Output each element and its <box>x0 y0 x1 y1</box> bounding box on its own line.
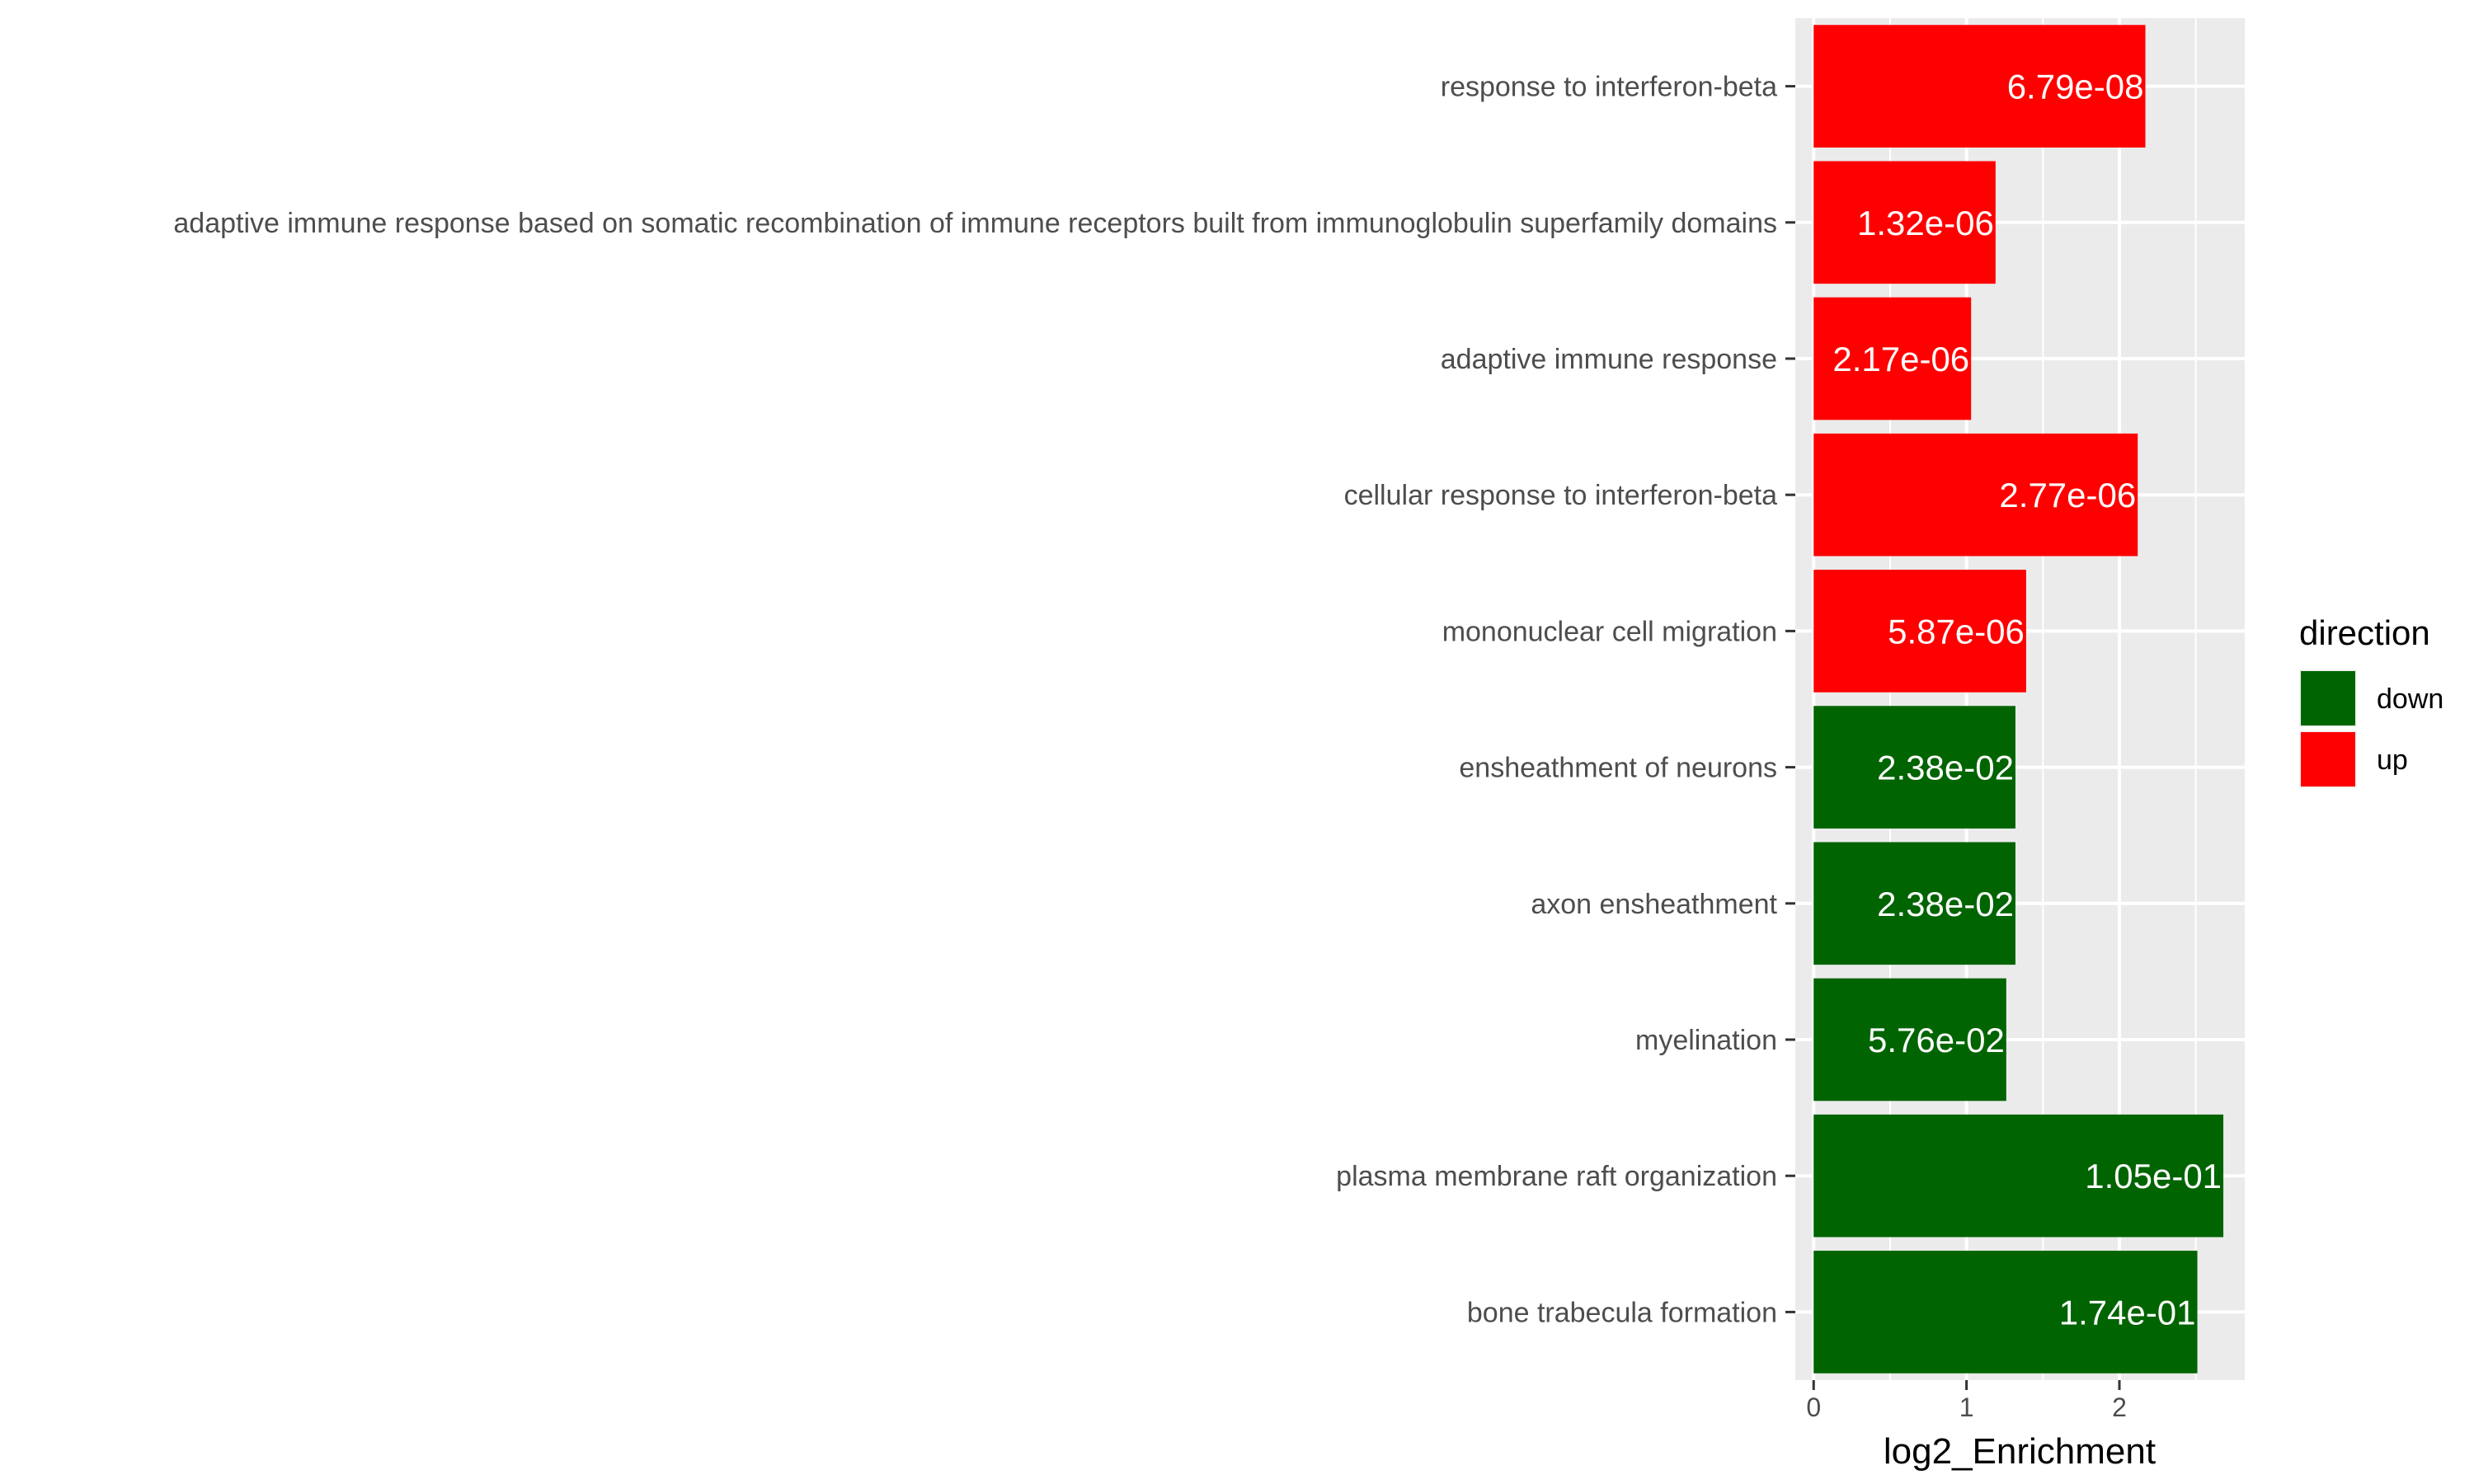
bar-down <box>1813 842 2015 965</box>
y-tick-label: adaptive immune response based on somati… <box>173 208 1777 239</box>
x-tick-label: 2 <box>2112 1392 2127 1422</box>
bar-value-label: 2.38e-02 <box>1877 885 2014 923</box>
bar-value-label: 2.77e-06 <box>1999 476 2136 514</box>
legend: direction down up <box>2299 613 2443 788</box>
bar-value-label: 2.17e-06 <box>1832 340 1969 378</box>
x-axis: 0 1 2 <box>1806 1380 2127 1422</box>
legend-key-up <box>2301 732 2355 787</box>
bar-up <box>1813 433 2138 556</box>
bar-value-label: 5.76e-02 <box>1868 1021 2005 1059</box>
bar-up <box>1813 25 2146 148</box>
bar-value-label: 1.32e-06 <box>1857 204 1994 242</box>
legend-label-up: up <box>2377 744 2408 776</box>
bar-value-label: 1.74e-01 <box>2059 1293 2196 1331</box>
y-tick-label: myelination <box>1635 1025 1777 1056</box>
x-tick-label: 0 <box>1806 1392 1821 1422</box>
y-tick-label: ensheathment of neurons <box>1459 753 1777 784</box>
bar-up <box>1813 297 1972 420</box>
bars-group <box>1813 25 2224 1374</box>
y-tick-label: axon ensheathment <box>1531 889 1777 920</box>
bar-down <box>1813 706 2015 829</box>
y-tick-label: plasma membrane raft organization <box>1336 1161 1777 1192</box>
bar-value-label: 5.87e-06 <box>1888 612 2025 650</box>
y-axis: response to interferon-beta adaptive immu… <box>173 72 1795 1328</box>
y-tick-label: adaptive immune response <box>1441 344 1777 375</box>
y-tick-label: mononuclear cell migration <box>1442 616 1777 647</box>
bar-value-label: 2.38e-02 <box>1877 749 2014 787</box>
bar-value-label: 6.79e-08 <box>2007 68 2144 106</box>
x-axis-title: log2_Enrichment <box>1884 1431 2156 1472</box>
bar-down <box>1813 1114 2224 1237</box>
legend-key-down <box>2301 671 2355 726</box>
bar-up <box>1813 161 1996 284</box>
bar-labels-group: 6.79e-08 1.32e-06 2.17e-06 2.77e-06 5.87e-06… <box>1832 68 2222 1332</box>
bar-value-label: 1.05e-01 <box>2085 1157 2222 1195</box>
x-tick-label: 1 <box>1959 1392 1974 1422</box>
legend-title: direction <box>2299 613 2430 652</box>
y-tick-label: bone trabecula formation <box>1467 1297 1777 1328</box>
y-tick-label: cellular response to interferon-beta <box>1344 480 1777 511</box>
y-tick-label: response to interferon-beta <box>1441 72 1777 103</box>
bar-down <box>1813 1251 2198 1374</box>
legend-label-down: down <box>2377 683 2443 715</box>
bar-up <box>1813 570 2026 693</box>
bar-down <box>1813 978 2006 1101</box>
